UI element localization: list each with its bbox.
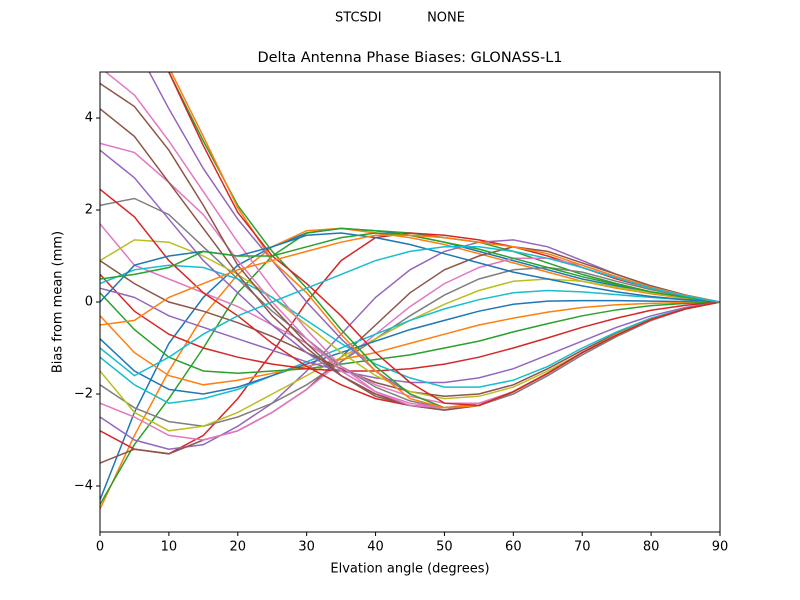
x-tick-label: 10 xyxy=(161,540,178,555)
series-line xyxy=(100,292,720,375)
series-line xyxy=(100,301,720,386)
y-tick-label: −4 xyxy=(74,479,93,494)
x-tick-label: 0 xyxy=(96,540,104,555)
series-line xyxy=(100,299,720,395)
x-tick-label: 30 xyxy=(298,540,315,555)
chart-title: Delta Antenna Phase Biases: GLONASS-L1 xyxy=(257,50,562,66)
x-tick-label: 50 xyxy=(436,540,453,555)
y-tick-label: 2 xyxy=(85,203,93,218)
series-line xyxy=(100,232,720,455)
series-line xyxy=(100,234,720,326)
x-tick-label: 80 xyxy=(643,540,660,555)
y-tick-label: −2 xyxy=(74,387,93,402)
x-tick-label: 40 xyxy=(367,540,384,555)
x-axis-label: Elvation angle (degrees) xyxy=(330,562,489,577)
series-line xyxy=(100,197,720,409)
series-line xyxy=(100,239,720,400)
series-line xyxy=(168,72,720,407)
series-line xyxy=(100,227,720,510)
y-tick-label: 0 xyxy=(85,295,93,310)
y-tick-label: 4 xyxy=(85,111,93,126)
series-line xyxy=(100,289,720,404)
y-axis-label: Bias from mean (mm) xyxy=(51,231,66,373)
x-tick-label: 70 xyxy=(574,540,591,555)
x-tick-label: 20 xyxy=(230,540,247,555)
x-tick-label: 90 xyxy=(712,540,729,555)
suptitle: STCSDI NONE xyxy=(335,11,465,26)
plot-lines xyxy=(100,72,720,510)
x-tick-label: 60 xyxy=(505,540,522,555)
series-line xyxy=(100,246,720,377)
series-line xyxy=(100,264,720,388)
series-line xyxy=(100,273,720,372)
